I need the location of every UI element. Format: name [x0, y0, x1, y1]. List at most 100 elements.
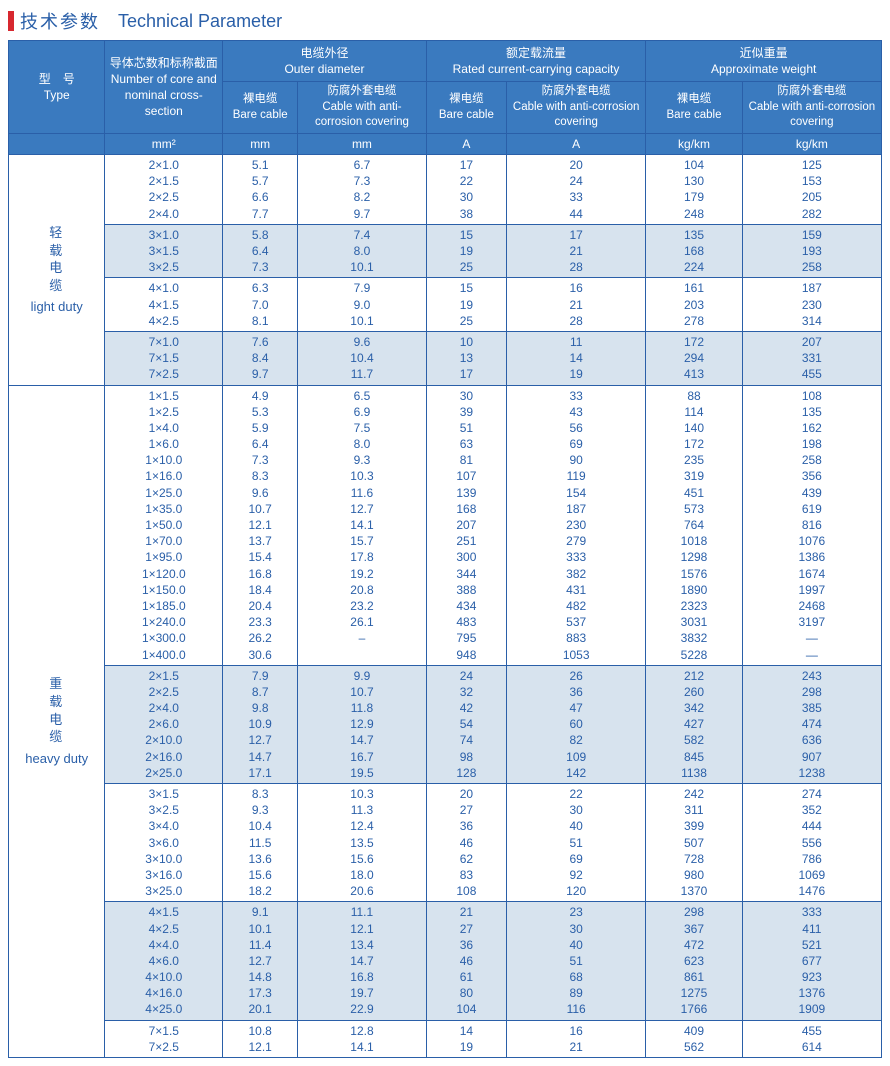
accent-bar	[8, 11, 14, 31]
title-cn: 技术参数	[20, 8, 100, 34]
unit-w2: kg/km	[742, 133, 881, 154]
type-cell-heavy: 重载电缆heavy duty	[9, 385, 105, 1058]
cell-w1: 29836747262386112751766	[646, 902, 742, 1020]
unit-blank	[9, 133, 105, 154]
cell-d1: 6.37.08.1	[223, 278, 298, 332]
hdr-curr: 额定载流量 Rated current-carrying capacity	[426, 41, 646, 82]
hdr-curr-cn: 额定载流量	[506, 46, 566, 60]
hdr-diam-en: Outer diameter	[284, 62, 364, 76]
hdr-wt: 近似重量 Approximate weight	[646, 41, 882, 82]
table-row: 7×1.57×2.510.812.112.814.114191621409562…	[9, 1020, 882, 1057]
table-row: 2×1.52×2.52×4.02×6.02×10.02×16.02×25.07.…	[9, 665, 882, 783]
cell-d2: 6.56.97.58.09.310.311.612.714.115.717.81…	[298, 385, 427, 665]
unit-d1: mm	[223, 133, 298, 154]
cell-d1: 7.68.49.7	[223, 331, 298, 385]
cell-w1: 2122603424275828451138	[646, 665, 742, 783]
unit-a2: A	[507, 133, 646, 154]
cell-w1: 104130179248	[646, 155, 742, 225]
cell-w1: 135168224	[646, 224, 742, 278]
cell-a1: 17223038	[426, 155, 506, 225]
cell-cs: 4×1.04×1.54×2.5	[105, 278, 223, 332]
cell-w1: 8811414017223531945157376410181298157618…	[646, 385, 742, 665]
cell-w1: 172294413	[646, 331, 742, 385]
cell-d2: 6.77.38.29.7	[298, 155, 427, 225]
cell-cs: 3×1.53×2.53×4.03×6.03×10.03×16.03×25.0	[105, 784, 223, 902]
cell-a2: 20243344	[507, 155, 646, 225]
cell-cs: 4×1.54×2.54×4.04×6.04×10.04×16.04×25.0	[105, 902, 223, 1020]
table-header: 型 号 Type 导体芯数和标称截面 Number of core and no…	[9, 41, 882, 155]
cell-a2: 172128	[507, 224, 646, 278]
cell-d1: 4.95.35.96.47.38.39.610.712.113.715.416.…	[223, 385, 298, 665]
hdr-w-cover: 防腐外套电缆 Cable with anti-corrosion coverin…	[742, 82, 881, 134]
cell-w1: 2423113995077289801370	[646, 784, 742, 902]
cell-w2: 159193258	[742, 224, 881, 278]
title-en: Technical Parameter	[118, 11, 282, 32]
cell-a2: 233040516889116	[507, 902, 646, 1020]
cell-w2: 27435244455678610691476	[742, 784, 881, 902]
hdr-d-cover: 防腐外套电缆 Cable with anti-corrosion coverin…	[298, 82, 427, 134]
table-row: 轻载电缆light duty2×1.02×1.52×2.52×4.05.15.7…	[9, 155, 882, 225]
table-row: 7×1.07×1.57×2.57.68.49.79.610.411.710131…	[9, 331, 882, 385]
cell-d1: 5.86.47.3	[223, 224, 298, 278]
page-title-row: 技术参数 Technical Parameter	[8, 8, 882, 34]
cell-d2: 12.814.1	[298, 1020, 427, 1057]
cell-d2: 10.311.312.413.515.618.020.6	[298, 784, 427, 902]
hdr-type-en: Type	[44, 88, 70, 102]
cell-d2: 11.112.113.414.716.819.722.9	[298, 902, 427, 1020]
cell-a2: 2636476082109142	[507, 665, 646, 783]
cell-w2: 207331455	[742, 331, 881, 385]
spec-table: 型 号 Type 导体芯数和标称截面 Number of core and no…	[8, 40, 882, 1058]
cell-a2: 3343566990119154187230279333382431482537…	[507, 385, 646, 665]
cell-cs: 7×1.07×1.57×2.5	[105, 331, 223, 385]
cell-w2: 33341152167792313761909	[742, 902, 881, 1020]
cell-d1: 7.98.79.810.912.714.717.1	[223, 665, 298, 783]
cell-d1: 10.812.1	[223, 1020, 298, 1057]
table-row: 重载电缆heavy duty1×1.51×2.51×4.01×6.01×10.0…	[9, 385, 882, 665]
cell-a1: 151925	[426, 224, 506, 278]
cell-a2: 1621	[507, 1020, 646, 1057]
cell-a1: 101317	[426, 331, 506, 385]
cell-a2: 162128	[507, 278, 646, 332]
table-row: 4×1.04×1.54×2.56.37.08.17.99.010.1151925…	[9, 278, 882, 332]
hdr-wt-en: Approximate weight	[711, 62, 816, 76]
table-row: 3×1.53×2.53×4.03×6.03×10.03×16.03×25.08.…	[9, 784, 882, 902]
cell-d2: 7.99.010.1	[298, 278, 427, 332]
hdr-diam: 电缆外径 Outer diameter	[223, 41, 427, 82]
type-cell-light: 轻载电缆light duty	[9, 155, 105, 385]
cell-w2: 1081351621982583564396198161076138616741…	[742, 385, 881, 665]
hdr-type-cn: 型 号	[39, 72, 75, 86]
cell-a2: 223040516992120	[507, 784, 646, 902]
cell-cs: 1×1.51×2.51×4.01×6.01×10.01×16.01×25.01×…	[105, 385, 223, 665]
cell-d1: 8.39.310.411.513.615.618.2	[223, 784, 298, 902]
hdr-d-bare: 裸电缆 Bare cable	[223, 82, 298, 134]
cell-w2: 455614	[742, 1020, 881, 1057]
cell-d2: 9.610.411.7	[298, 331, 427, 385]
cell-w1: 409562	[646, 1020, 742, 1057]
hdr-wt-cn: 近似重量	[740, 46, 788, 60]
cell-a1: 3039516381107139168207251300344388434483…	[426, 385, 506, 665]
hdr-cross-cn: 导体芯数和标称截面	[110, 56, 218, 70]
cell-cs: 2×1.52×2.52×4.02×6.02×10.02×16.02×25.0	[105, 665, 223, 783]
hdr-curr-en: Rated current-carrying capacity	[453, 62, 620, 76]
cell-a2: 111419	[507, 331, 646, 385]
cell-cs: 3×1.03×1.53×2.5	[105, 224, 223, 278]
hdr-cross-en: Number of core and nominal cross-section	[111, 72, 217, 118]
table-row: 4×1.54×2.54×4.04×6.04×10.04×16.04×25.09.…	[9, 902, 882, 1020]
cell-a1: 212736466180104	[426, 902, 506, 1020]
table-row: 3×1.03×1.53×2.55.86.47.37.48.010.1151925…	[9, 224, 882, 278]
cell-a1: 243242547498128	[426, 665, 506, 783]
cell-d1: 9.110.111.412.714.817.320.1	[223, 902, 298, 1020]
cell-w1: 161203278	[646, 278, 742, 332]
cell-w2: 187230314	[742, 278, 881, 332]
unit-cross: mm²	[105, 133, 223, 154]
unit-w1: kg/km	[646, 133, 742, 154]
cell-a1: 151925	[426, 278, 506, 332]
hdr-diam-cn: 电缆外径	[300, 46, 348, 60]
unit-a1: A	[426, 133, 506, 154]
cell-w2: 2432983854746369071238	[742, 665, 881, 783]
hdr-type: 型 号 Type	[9, 41, 105, 134]
cell-d2: 9.910.711.812.914.716.719.5	[298, 665, 427, 783]
cell-w2: 125153205282	[742, 155, 881, 225]
cell-d2: 7.48.010.1	[298, 224, 427, 278]
hdr-a-cover: 防腐外套电缆 Cable with anti-corrosion coverin…	[507, 82, 646, 134]
